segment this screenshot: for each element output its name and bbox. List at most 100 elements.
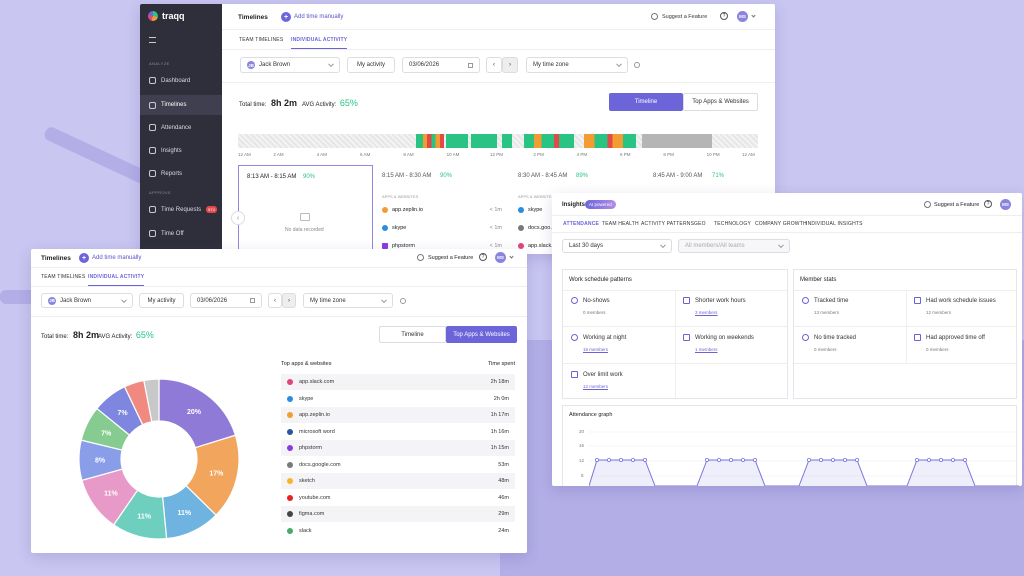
period-select[interactable]: Last 30 days — [562, 239, 672, 253]
stat-members-link[interactable]: 12 members — [583, 384, 609, 389]
sidebar-item-label: Timelines — [161, 102, 187, 108]
tab-team-timelines[interactable]: TEAM TIMELINES — [41, 274, 86, 280]
app-item: app.zeplin.io < 1m — [382, 207, 502, 213]
tab-team-timelines[interactable]: TEAM TIMELINES — [239, 37, 284, 43]
sidebar-item-attendance[interactable]: Attendance — [149, 124, 191, 131]
top-apps-view-button[interactable]: Top Apps & Websites — [446, 326, 517, 343]
sidebar-item-reports[interactable]: Reports — [149, 170, 182, 177]
table-row[interactable]: microsoft word 1h 16m — [281, 424, 515, 440]
timeline-segment — [471, 134, 497, 148]
info-icon[interactable] — [634, 62, 640, 68]
tab-individual-insights[interactable]: INDIVIDUAL INSIGHTS — [806, 221, 863, 227]
background-stroke — [0, 290, 40, 304]
time-requests-icon — [149, 206, 156, 213]
my-activity-button[interactable]: My activity — [139, 293, 184, 308]
top-apps-view-button[interactable]: Top Apps & Websites — [683, 93, 758, 111]
sidebar-item-time-requests[interactable]: Time Requests 574 — [149, 206, 217, 213]
sidebar-item-label: Insights — [161, 147, 182, 154]
sidebar-item-timelines[interactable]: Timelines — [140, 95, 222, 115]
header-divider — [222, 29, 775, 30]
menu-icon[interactable] — [149, 37, 156, 43]
chevron-down-icon[interactable] — [509, 254, 514, 259]
suggest-feature-link[interactable]: Suggest a Feature — [662, 14, 708, 20]
app-name: slack — [299, 527, 312, 534]
timeline-hour-label: 10 AM — [446, 152, 460, 157]
timeline-view-button[interactable]: Timeline — [379, 326, 446, 343]
sidebar-item-time-off[interactable]: Time Off — [149, 230, 184, 237]
chevron-down-icon — [660, 242, 666, 249]
table-row[interactable]: slack 24m — [281, 523, 515, 539]
page-title: Timelines — [238, 14, 268, 21]
add-time-icon[interactable]: + — [281, 12, 291, 22]
help-icon[interactable]: ? — [720, 12, 728, 20]
apps-section-label: APPS & WEBSITES — [382, 194, 419, 199]
prev-day-button[interactable]: ‹ — [268, 293, 282, 308]
stat-members-link[interactable]: 1 members — [695, 347, 718, 352]
sidebar-item-insights[interactable]: Insights — [149, 147, 182, 154]
sidebar-item-dashboard[interactable]: Dashboard — [149, 77, 190, 84]
tab-technology[interactable]: TECHNOLOGY — [714, 221, 752, 227]
table-row[interactable]: app.zeplin.io 1h 17m — [281, 407, 515, 423]
table-row[interactable]: app.slack.com 2h 18m — [281, 374, 515, 390]
app-name: app.zeplin.io — [299, 412, 330, 418]
work-schedule-patterns-card: Work schedule patterns No-shows 0 member… — [562, 269, 788, 399]
tab-individual-activity[interactable]: INDIVIDUAL ACTIVITY — [88, 274, 145, 286]
tab-individual-activity[interactable]: INDIVIDUAL ACTIVITY — [291, 37, 348, 49]
add-time-button[interactable]: Add time manually — [294, 14, 344, 20]
hourglass-icon — [571, 371, 578, 378]
prev-day-button[interactable]: ‹ — [486, 57, 502, 73]
avatar[interactable]: MS — [495, 252, 506, 263]
timezone-select[interactable]: My time zone — [526, 57, 628, 73]
help-icon[interactable]: ? — [479, 253, 487, 261]
table-row[interactable]: sketch 48m — [281, 473, 515, 489]
help-icon[interactable]: ? — [984, 200, 992, 208]
tab-geo[interactable]: GEO — [694, 221, 706, 227]
date-input[interactable]: 03/06/2026 — [190, 293, 262, 308]
add-time-button[interactable]: Add time manually — [92, 255, 142, 261]
tab-company-growth[interactable]: COMPANY GROWTH — [755, 221, 807, 227]
time-slot-card[interactable]: 8:13 AM - 8:15 AM 90% No data recorded — [238, 165, 373, 254]
sidebar-item-label: Attendance — [161, 124, 192, 131]
scroll-left-button[interactable]: ‹ — [231, 211, 245, 225]
date-input[interactable]: 03/06/2026 — [402, 57, 480, 73]
no-shows-icon — [571, 297, 578, 304]
avatar[interactable]: MS — [1000, 199, 1011, 210]
timeline-view-button[interactable]: Timeline — [609, 93, 683, 111]
suggest-feature-link[interactable]: Suggest a Feature — [934, 202, 980, 208]
chevron-down-icon[interactable] — [751, 13, 756, 18]
user-select[interactable]: JB Jack Brown — [41, 293, 133, 308]
tab-attendance[interactable]: ATTENDANCE — [563, 221, 600, 233]
add-time-icon[interactable]: + — [79, 253, 89, 263]
app-icon — [287, 478, 293, 484]
my-activity-button[interactable]: My activity — [347, 57, 395, 73]
next-day-button[interactable]: › — [282, 293, 296, 308]
dashboard-icon — [149, 77, 156, 84]
members-select[interactable]: All members/All teams — [678, 239, 790, 253]
table-row[interactable]: phpstorm 1h 15m — [281, 440, 515, 456]
user-name: Jack Brown — [259, 62, 291, 68]
timeline-hour-label: 12 PM — [490, 152, 504, 157]
stat-members-link[interactable]: 15 members — [583, 347, 609, 352]
donut-slice[interactable] — [143, 378, 160, 423]
donut-slice-label: 8% — [95, 457, 106, 464]
user-select[interactable]: JB Jack Brown — [240, 57, 340, 73]
lightbulb-icon — [417, 254, 424, 261]
next-day-button[interactable]: › — [502, 57, 518, 73]
insights-window: Insights AI powered Suggest a Feature ? … — [552, 193, 1022, 486]
tab-team-health[interactable]: TEAM HEALTH — [602, 221, 639, 227]
app-time: 1h 16m — [490, 428, 509, 435]
table-row[interactable]: youtube.com 46m — [281, 490, 515, 506]
stat-members-link[interactable]: 3 members — [695, 310, 718, 315]
avatar[interactable]: MS — [737, 11, 748, 22]
timezone-select[interactable]: My time zone — [303, 293, 393, 308]
tab-activity-patterns[interactable]: ACTIVITY PATTERNS — [641, 221, 695, 227]
info-icon[interactable] — [400, 298, 406, 304]
table-row[interactable]: docs.google.com 53m — [281, 457, 515, 473]
table-row[interactable]: figma.com 29m — [281, 506, 515, 522]
table-row[interactable]: skype 2h 0m — [281, 391, 515, 407]
sidebar-section-analyze: ANALYZE — [149, 61, 170, 66]
reports-icon — [149, 170, 156, 177]
app-icon — [518, 225, 524, 231]
suggest-feature-link[interactable]: Suggest a Feature — [428, 255, 474, 261]
timelines-window: traqq ANALYZE Dashboard Timelines Attend… — [140, 4, 775, 254]
